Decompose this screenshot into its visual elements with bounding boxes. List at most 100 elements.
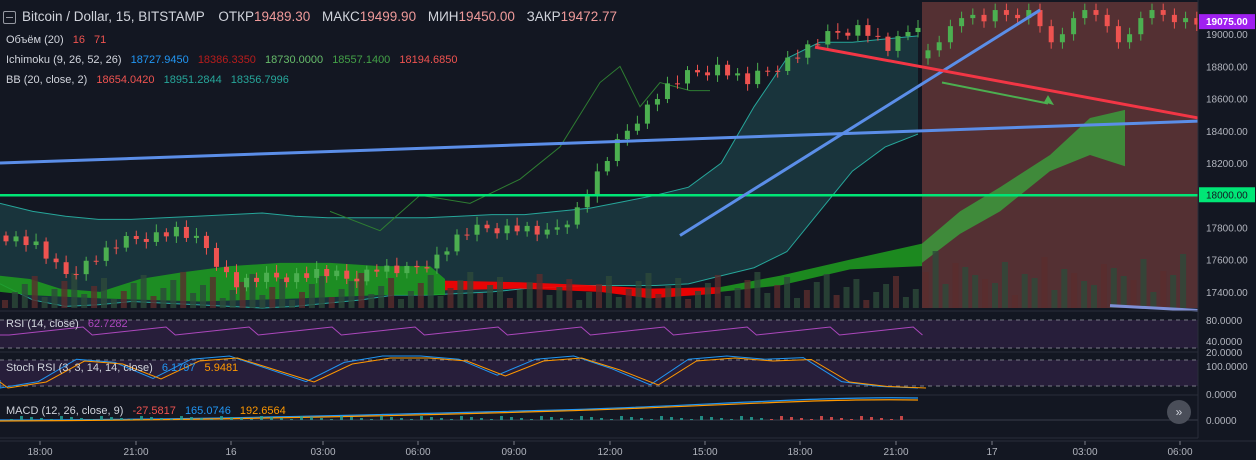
time-tick-label: 21:00	[883, 447, 908, 458]
candle-body	[915, 27, 921, 33]
macd-histogram-bar	[500, 416, 503, 420]
volume-bar	[378, 286, 385, 308]
volume-bar	[764, 293, 771, 308]
volume-bar	[437, 296, 444, 308]
indicator-stoch[interactable]: Stoch RSI (3, 3, 14, 14, close) 6.1797 5…	[6, 362, 238, 374]
candle-body	[424, 267, 430, 269]
candle-body	[143, 238, 149, 242]
candle-body	[344, 270, 350, 279]
resistance-trendline	[814, 45, 1199, 120]
collapse-icon[interactable]	[3, 11, 16, 24]
volume-bar	[120, 291, 127, 308]
candle-body	[93, 260, 99, 262]
candle-body	[504, 225, 510, 234]
macd-histogram-bar	[80, 418, 83, 420]
macd-histogram-bar	[470, 417, 473, 420]
rsi-axis-label: 40.0000	[1206, 337, 1243, 348]
macd-histogram-bar	[690, 419, 693, 420]
macd-histogram-bar	[600, 418, 603, 420]
volume-bar	[150, 296, 157, 308]
candle-body	[203, 235, 209, 249]
macd-histogram-bar	[50, 419, 53, 420]
candle-body	[534, 225, 540, 235]
volume-bar	[1170, 275, 1177, 308]
volume-value-1: 16	[72, 34, 85, 46]
macd-histogram-bar	[460, 416, 463, 420]
candle-body	[614, 139, 620, 162]
macd-histogram-bar	[160, 418, 163, 420]
low-label: МИН	[427, 9, 459, 24]
macd-histogram-bar	[170, 419, 173, 420]
candle-body	[1003, 10, 1009, 15]
macd-histogram-bar	[410, 419, 413, 420]
candle-body	[254, 277, 260, 282]
candle-body	[53, 258, 59, 263]
candle-body	[33, 241, 39, 246]
candle-body	[1149, 10, 1155, 19]
volume-bar	[863, 300, 870, 308]
candle-body	[1127, 34, 1133, 43]
bollinger-upper-line	[0, 35, 919, 220]
macd-histogram-bar	[740, 416, 743, 420]
low-value: 19450.00	[458, 9, 515, 24]
volume-bar	[665, 286, 672, 308]
indicator-ichimoku[interactable]: Ichimoku (9, 26, 52, 26) 18727.9450 1838…	[6, 53, 458, 67]
macd-histogram-bar	[850, 419, 853, 420]
candle-body	[234, 272, 240, 288]
candle-body	[514, 225, 520, 232]
long-trendline	[0, 119, 1199, 165]
volume-bar	[704, 283, 711, 308]
candle-body	[845, 32, 851, 36]
indicator-rsi[interactable]: RSI (14, close) 62.7282	[6, 318, 128, 330]
macd-histogram-bar	[70, 417, 73, 420]
volume-bar	[41, 297, 48, 308]
candle-body	[885, 36, 891, 51]
candle-body	[875, 35, 881, 37]
candle-body	[454, 234, 460, 252]
volume-bar	[506, 298, 513, 308]
macd-histogram-bar	[660, 416, 663, 420]
bb-value-2: 18951.2844	[163, 74, 222, 86]
macd-histogram-bar	[520, 418, 523, 420]
volume-bar	[299, 292, 305, 308]
time-tick-label: 18:00	[787, 447, 812, 458]
volume-bar	[101, 278, 107, 308]
candle-body	[1104, 14, 1110, 27]
volume-bar	[239, 282, 246, 308]
volume-bar	[328, 297, 335, 308]
forecast-arrow	[941, 81, 1049, 105]
candle-body	[274, 272, 280, 278]
candle-body	[213, 248, 219, 267]
volume-bar	[893, 276, 899, 308]
time-tick-label: 17	[986, 447, 998, 458]
macd-histogram-bar	[380, 416, 383, 420]
time-tick-label: 03:00	[310, 447, 335, 458]
candle-body	[959, 18, 965, 27]
volume-bar	[110, 299, 117, 308]
macd-histogram-bar	[90, 419, 93, 420]
candle-body	[574, 207, 580, 225]
macd-histogram-bar	[720, 418, 723, 420]
volume-bar	[556, 287, 563, 308]
volume-bar	[1051, 290, 1058, 308]
candle-body	[1138, 18, 1144, 35]
indicator-macd[interactable]: MACD (12, 26, close, 9) -27.5817 165.074…	[6, 405, 286, 417]
candle-body	[3, 235, 9, 242]
volume-bar	[675, 278, 682, 308]
macd-histogram-bar	[130, 419, 133, 420]
indicator-volume[interactable]: Объём (20) 16 71	[6, 33, 106, 47]
volume-bar	[843, 287, 850, 308]
volume-bar	[615, 297, 622, 308]
scroll-to-realtime-button[interactable]: »	[1167, 400, 1191, 424]
indicator-bb[interactable]: BB (20, close, 2) 18654.0420 18951.2844 …	[6, 73, 289, 87]
price-tick-label: 18200.00	[1206, 159, 1248, 170]
macd-histogram-bar	[30, 417, 33, 420]
macd-histogram-bar	[840, 418, 843, 420]
macd-histogram-bar	[580, 416, 583, 420]
bollinger-band-fill	[0, 35, 918, 309]
volume-bar	[1091, 285, 1097, 308]
candle-body	[434, 254, 440, 269]
volume-bar	[477, 293, 484, 308]
